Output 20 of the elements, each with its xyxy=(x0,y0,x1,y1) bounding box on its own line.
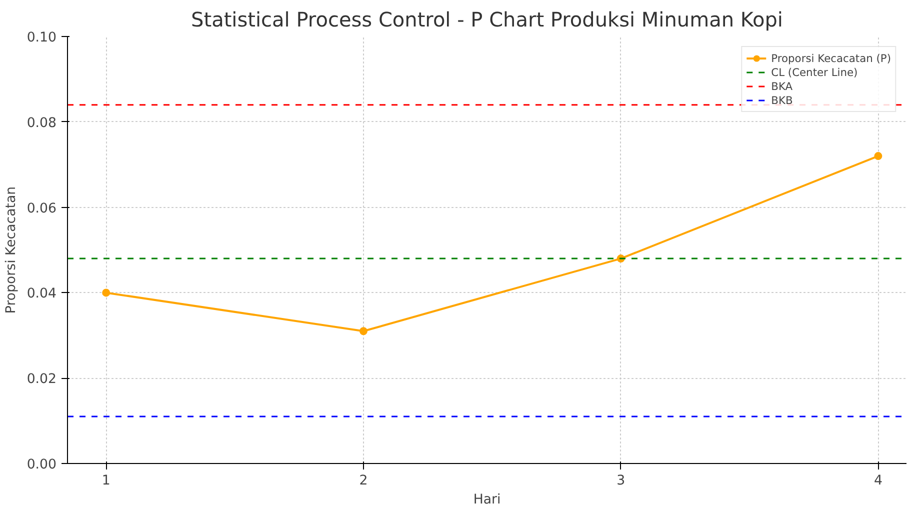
x-tick-label: 1 xyxy=(102,474,110,488)
y-tick-label: 0.08 xyxy=(26,116,57,131)
legend-label: Proporsi Kecacatan (P) xyxy=(771,51,891,65)
y-tick-label: 0.04 xyxy=(26,286,57,302)
chart-title: Statistical Process Control - P Chart Produksi Minuman Kopi xyxy=(191,8,783,32)
legend-label: BKA xyxy=(771,79,793,93)
y-tick-label: 0.10 xyxy=(26,30,57,46)
point xyxy=(874,152,882,160)
y-tick-label: 0.02 xyxy=(26,372,57,388)
y-tick-label: 0.00 xyxy=(26,458,57,472)
x-tick-label: 3 xyxy=(616,474,626,488)
legend-label: CL (Center Line) xyxy=(771,65,858,79)
x-tick-label: 2 xyxy=(359,474,368,488)
x-tick-label: 4 xyxy=(874,474,882,488)
point xyxy=(102,288,110,297)
point xyxy=(359,327,368,336)
legend-label: BKB xyxy=(771,93,793,107)
y-tick-label: 0.06 xyxy=(26,201,57,216)
x-axis-title: Hari xyxy=(473,492,501,508)
y-axis-title: Proporsi Kecacatan xyxy=(4,186,19,314)
